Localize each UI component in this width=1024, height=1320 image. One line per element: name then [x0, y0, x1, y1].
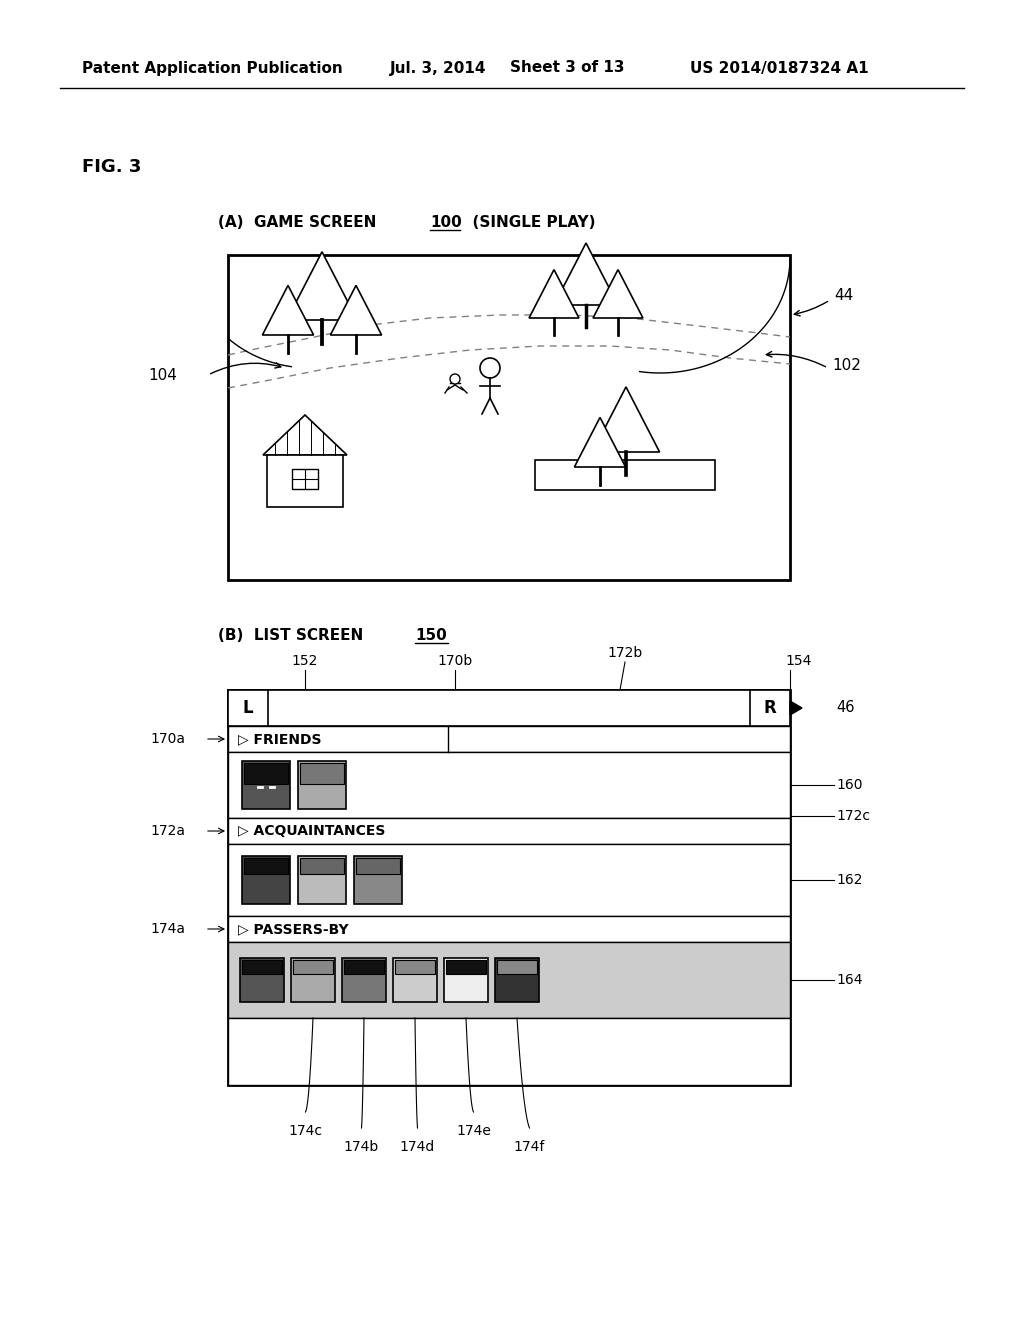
Text: US 2014/0187324 A1: US 2014/0187324 A1	[690, 61, 868, 75]
Text: 174f: 174f	[514, 1140, 545, 1154]
Bar	[242, 960, 282, 974]
Bar	[393, 958, 437, 1002]
Bar	[344, 960, 384, 974]
Text: 154: 154	[785, 653, 811, 668]
Text: 170a: 170a	[150, 733, 185, 746]
Bar	[300, 858, 344, 874]
Bar	[228, 843, 790, 916]
Text: (SINGLE PLAY): (SINGLE PLAY)	[462, 215, 596, 230]
Bar	[354, 855, 402, 904]
Text: FIG. 3: FIG. 3	[82, 158, 141, 176]
Bar	[228, 942, 790, 1018]
Polygon shape	[790, 701, 802, 715]
Bar	[228, 690, 268, 726]
Polygon shape	[263, 414, 347, 455]
Text: 174c: 174c	[289, 1125, 323, 1138]
Text: 162: 162	[836, 873, 862, 887]
Circle shape	[450, 374, 460, 384]
Bar	[228, 818, 790, 843]
Text: 172b: 172b	[607, 645, 643, 660]
Polygon shape	[593, 387, 659, 451]
Bar	[228, 1018, 790, 1085]
Text: 174d: 174d	[400, 1140, 435, 1154]
Bar	[342, 958, 386, 1002]
Bar	[267, 455, 343, 507]
Polygon shape	[287, 252, 357, 319]
Text: 104: 104	[148, 367, 177, 383]
Bar	[356, 858, 400, 874]
Bar	[228, 690, 790, 1085]
Text: ▷ PASSERS-BY: ▷ PASSERS-BY	[238, 921, 348, 936]
Bar	[292, 469, 318, 488]
Bar	[228, 255, 790, 579]
Text: Patent Application Publication: Patent Application Publication	[82, 61, 343, 75]
Circle shape	[480, 358, 500, 378]
Bar	[446, 960, 486, 974]
Bar	[240, 958, 284, 1002]
Polygon shape	[529, 269, 579, 318]
Text: 174a: 174a	[150, 921, 185, 936]
Text: 102: 102	[831, 359, 861, 374]
Text: 174b: 174b	[344, 1140, 379, 1154]
Text: 100: 100	[430, 215, 462, 230]
Polygon shape	[593, 269, 643, 318]
Text: (A)  GAME SCREEN: (A) GAME SCREEN	[218, 215, 382, 230]
Polygon shape	[554, 243, 618, 305]
Text: 46: 46	[836, 701, 854, 715]
Text: 160: 160	[836, 777, 862, 792]
Bar	[228, 690, 790, 726]
Bar	[444, 958, 488, 1002]
Bar	[244, 763, 288, 784]
Bar	[244, 858, 288, 874]
Text: 152: 152	[292, 653, 318, 668]
Bar	[293, 960, 333, 974]
Text: Sheet 3 of 13: Sheet 3 of 13	[510, 61, 625, 75]
Text: 170b: 170b	[437, 653, 473, 668]
Bar	[535, 459, 715, 490]
Text: 44: 44	[834, 289, 853, 304]
Text: R: R	[764, 700, 776, 717]
Polygon shape	[262, 285, 313, 335]
Text: ▷ FRIENDS: ▷ FRIENDS	[238, 733, 322, 746]
Text: 174e: 174e	[456, 1125, 490, 1138]
Text: 164: 164	[836, 973, 862, 987]
Bar	[228, 916, 790, 942]
Bar	[242, 855, 290, 904]
Bar	[497, 960, 537, 974]
Bar	[228, 726, 790, 752]
Bar	[242, 762, 290, 809]
Polygon shape	[574, 417, 626, 467]
Bar	[298, 762, 346, 809]
Text: (B)  LIST SCREEN: (B) LIST SCREEN	[218, 628, 369, 643]
Text: 150: 150	[415, 628, 446, 643]
Bar	[395, 960, 435, 974]
Bar	[228, 752, 790, 818]
Text: L: L	[243, 700, 253, 717]
Bar	[495, 958, 539, 1002]
Text: 172c: 172c	[836, 809, 870, 822]
Bar	[750, 690, 790, 726]
Text: ▷ ACQUAINTANCES: ▷ ACQUAINTANCES	[238, 824, 385, 838]
Bar	[298, 855, 346, 904]
Bar	[300, 763, 344, 784]
Text: 172a: 172a	[150, 824, 185, 838]
Polygon shape	[331, 285, 382, 335]
Bar	[291, 958, 335, 1002]
Text: Jul. 3, 2014: Jul. 3, 2014	[390, 61, 486, 75]
